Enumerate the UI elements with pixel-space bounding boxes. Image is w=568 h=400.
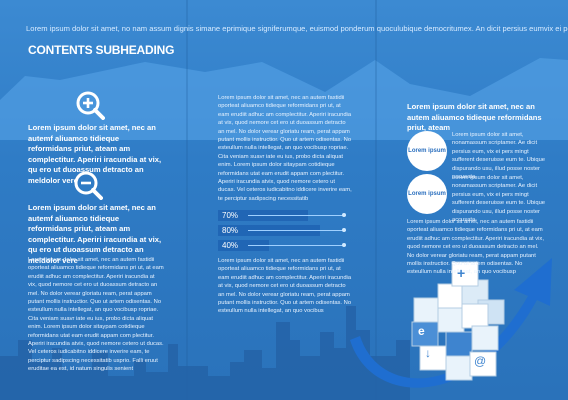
mountain-shape — [0, 58, 568, 140]
bubble-1-label: Lorem ipsum — [408, 148, 446, 154]
progress-bar-end-knob — [342, 243, 346, 247]
progress-bar-track — [248, 230, 346, 231]
header-tagline: Lorem ipsum dolor sit amet, no nam assum… — [26, 24, 568, 33]
col2-body-text-top: Lorem ipsum dolor sit amet, nec an autem… — [218, 95, 352, 202]
zoom-in-icon — [76, 91, 105, 120]
col3-body-text: Lorem ipsum dolor sit amet, nec an autem… — [407, 219, 544, 276]
arrow-down-icon: ↓ — [425, 346, 431, 360]
bubble-1-text: Lorem ipsum dolor sit amet, nonamassum s… — [452, 132, 546, 181]
zoom-out-icon — [74, 171, 103, 200]
progress-bar-fill — [218, 240, 269, 251]
progress-bar: 70% — [218, 210, 348, 221]
at-icon: @ — [474, 354, 487, 368]
bubble-2: Lorem ipsum — [407, 174, 447, 214]
progress-bar-label: 70% — [222, 211, 239, 220]
bubble-1: Lorem ipsum — [407, 131, 447, 171]
progress-bar-end-knob — [342, 213, 346, 217]
col3-bold-paragraph: Lorem ipsum dolor sit amet, nec an autem… — [407, 102, 542, 133]
bubble-2-label: Lorem ipsum — [408, 191, 446, 197]
progress-bar-end-knob — [342, 228, 346, 232]
col2-body-text-bottom: Lorem ipsum dolor sit amet, nec an autem… — [218, 258, 352, 315]
col1-body-text: Lorem ipsum dolor sit amet, nec an autem… — [28, 257, 164, 373]
progress-bar: 40% — [218, 240, 348, 251]
bubble-2-text: Lorem ipsum dolor sit amet, nonamassum s… — [452, 175, 546, 224]
progress-bar: 80% — [218, 225, 348, 236]
contents-subheading: CONTENTS SUBHEADING — [28, 43, 175, 57]
progress-bar-label: 80% — [222, 226, 239, 235]
progress-bar-label: 40% — [222, 241, 239, 250]
col1-bold-paragraph-1: Lorem ipsum dolor sit amet, nec an autem… — [28, 123, 162, 185]
col1-bold-paragraph-2: Lorem ipsum dolor sit amet, nec an autem… — [28, 203, 162, 265]
progress-bar-track — [248, 245, 346, 246]
progress-bar-track — [248, 215, 346, 216]
email-icon: e — [418, 324, 425, 338]
plus-icon: + — [457, 265, 466, 281]
growth-arrow — [350, 258, 552, 388]
cube-cluster — [411, 261, 505, 381]
